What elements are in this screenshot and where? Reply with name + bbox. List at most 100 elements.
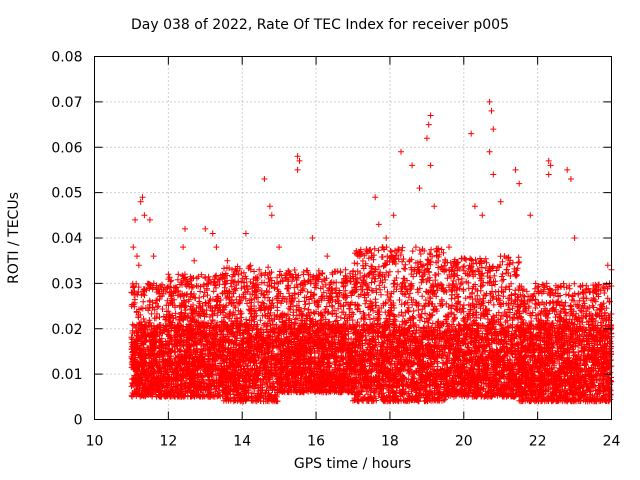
data-point [387, 247, 394, 254]
data-point [223, 287, 230, 294]
data-point [210, 393, 217, 400]
data-point [245, 265, 252, 272]
data-point [258, 279, 265, 286]
data-point [172, 328, 179, 335]
data-point [242, 295, 249, 302]
data-point [271, 397, 278, 403]
data-point [401, 265, 407, 272]
data-point [226, 296, 233, 303]
data-point [138, 305, 145, 312]
data-point [255, 294, 261, 301]
data-point [238, 278, 245, 285]
data-point [228, 283, 235, 290]
data-point [416, 247, 423, 254]
data-point [161, 388, 168, 395]
data-point [238, 314, 245, 321]
data-point [168, 277, 175, 284]
data-point [157, 293, 164, 300]
data-point [141, 391, 148, 398]
data-point [242, 397, 249, 404]
data-point [222, 280, 229, 287]
data-point [171, 296, 178, 303]
data-point [232, 285, 239, 292]
data-point [271, 284, 278, 291]
data-point [222, 270, 229, 277]
data-point [135, 284, 142, 291]
data-point [258, 270, 264, 277]
data-point [202, 299, 209, 306]
data-point [248, 305, 255, 312]
data-point [257, 317, 264, 324]
data-point [346, 305, 353, 312]
data-point [237, 311, 244, 318]
data-point [177, 281, 184, 288]
data-point [245, 394, 252, 401]
data-point [412, 244, 419, 251]
data-point [237, 297, 244, 304]
data-point [140, 286, 147, 293]
grid-lines [94, 56, 612, 420]
data-point [214, 305, 221, 312]
data-point [400, 256, 407, 262]
data-point [202, 275, 209, 282]
data-point [250, 316, 257, 323]
data-point [402, 266, 409, 272]
data-point [151, 315, 158, 322]
data-point [252, 394, 259, 401]
data-point [246, 263, 253, 270]
data-point [253, 337, 260, 344]
data-point [212, 273, 219, 279]
data-point [337, 269, 344, 276]
data-point [210, 288, 217, 295]
data-point [261, 291, 268, 298]
data-point [266, 392, 273, 399]
data-point [252, 274, 259, 281]
data-point [304, 288, 311, 295]
data-point [419, 293, 426, 300]
data-point [160, 290, 167, 297]
data-point [237, 391, 244, 398]
data-point [227, 391, 234, 398]
data-point [198, 271, 205, 278]
data-point [221, 275, 228, 282]
data-point [200, 293, 207, 300]
data-point [190, 307, 197, 314]
data-point [249, 283, 256, 290]
data-point [266, 304, 273, 311]
data-point [129, 393, 136, 400]
data-point [409, 248, 416, 255]
data-point [184, 314, 191, 321]
data-point [204, 388, 211, 395]
data-point [188, 284, 195, 291]
data-point [239, 395, 246, 402]
data-point [138, 319, 144, 326]
data-point [226, 299, 233, 306]
data-point [263, 287, 270, 294]
data-point [395, 268, 402, 275]
data-point [201, 393, 208, 400]
data-point [222, 395, 229, 402]
data-point [149, 391, 156, 398]
data-point [221, 265, 227, 272]
data-point [220, 306, 227, 313]
data-point [258, 387, 265, 394]
data-point [267, 309, 274, 316]
data-point [212, 282, 219, 289]
data-point [131, 296, 138, 303]
data-point [140, 298, 147, 305]
data-point [209, 317, 216, 323]
data-point [270, 302, 277, 309]
data-point [179, 290, 186, 297]
data-point [196, 294, 203, 301]
data-point [256, 266, 263, 273]
data-point [244, 300, 251, 307]
data-point [231, 286, 238, 293]
data-point [221, 387, 228, 394]
data-point [242, 389, 249, 396]
data-point [368, 279, 375, 286]
data-point [184, 280, 191, 287]
data-point [152, 300, 159, 307]
data-point [217, 272, 224, 279]
data-point [154, 310, 160, 317]
